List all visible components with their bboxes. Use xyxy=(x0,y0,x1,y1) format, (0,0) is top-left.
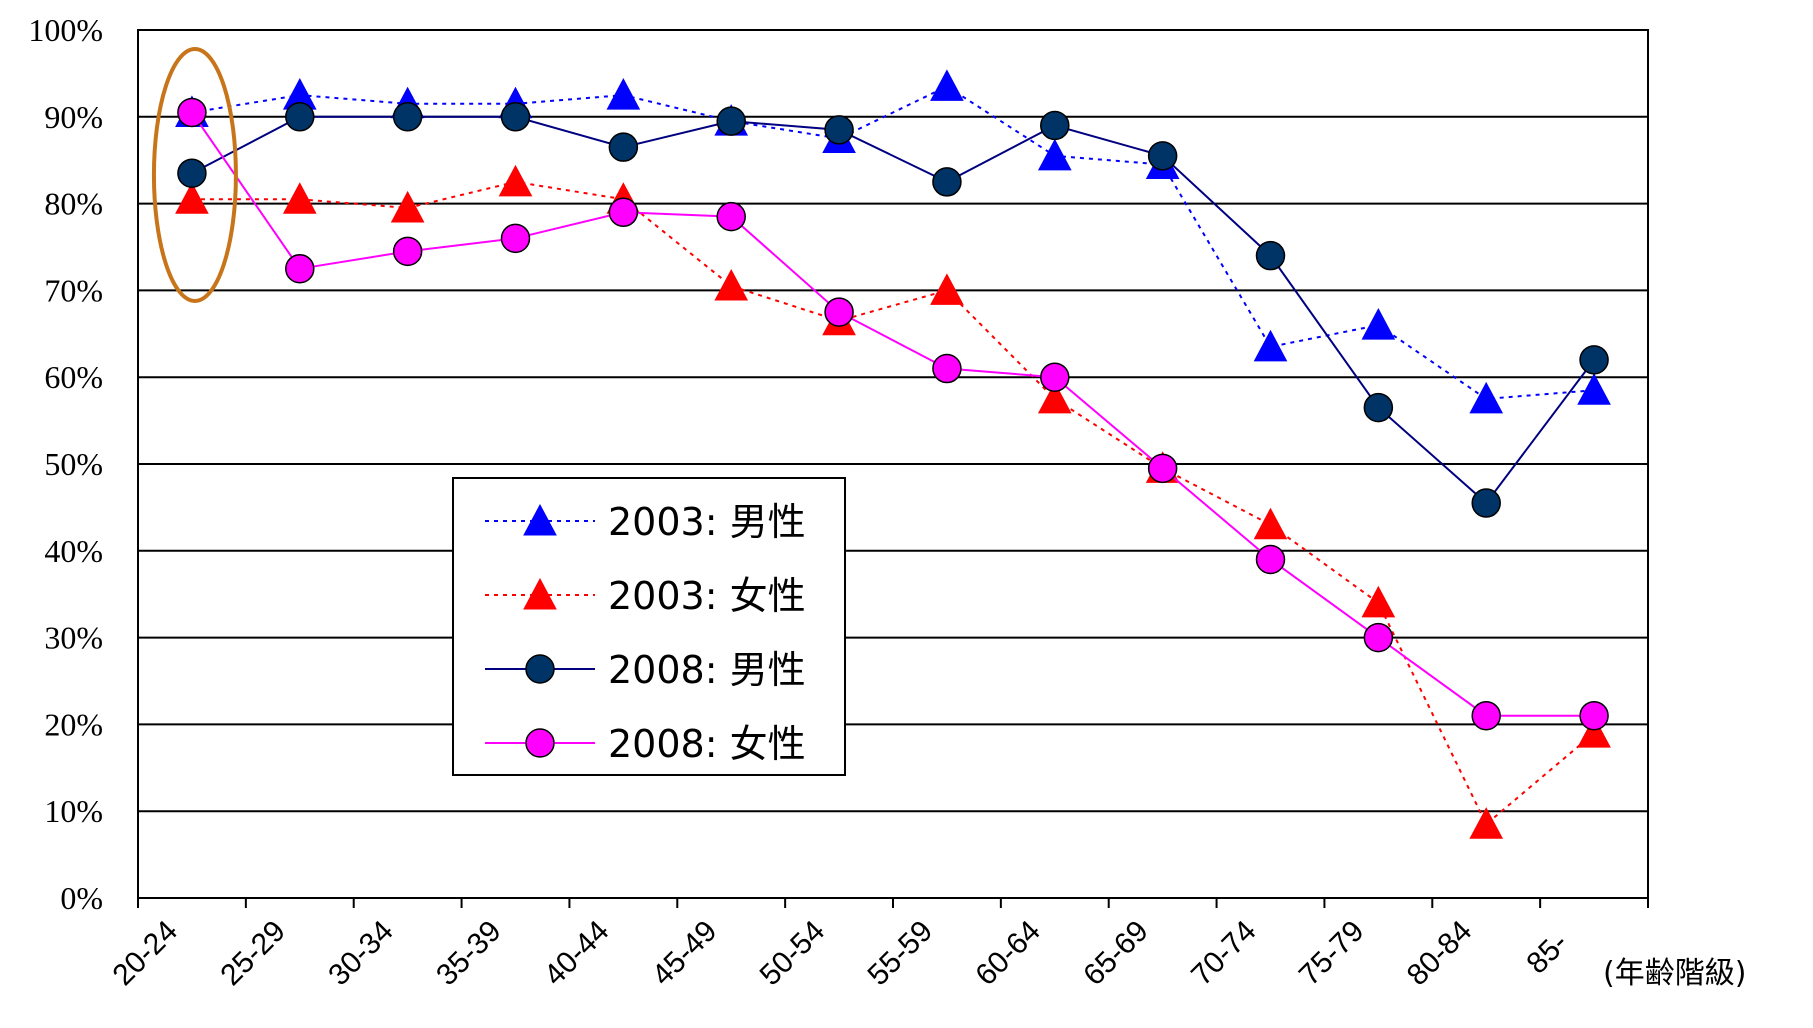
x-tick-label: 80-84 xyxy=(1401,914,1479,992)
data-point xyxy=(285,253,315,284)
data-point xyxy=(1040,362,1070,392)
x-tick-label: 20-24 xyxy=(106,914,184,992)
data-point xyxy=(390,190,425,223)
data-point xyxy=(716,201,746,232)
data-point xyxy=(930,273,964,305)
y-tick-label: 50% xyxy=(44,446,103,482)
x-tick-label: 55-59 xyxy=(861,914,939,992)
data-point xyxy=(932,353,962,384)
x-axis-label: (年齢階級) xyxy=(1603,956,1746,991)
data-point xyxy=(1579,700,1609,731)
series-1 xyxy=(175,69,1611,414)
x-tick-label: 45-49 xyxy=(646,914,724,992)
series-2 xyxy=(175,164,1611,839)
data-point xyxy=(1253,329,1288,362)
data-point xyxy=(824,115,854,145)
data-point xyxy=(1469,381,1504,414)
data-point xyxy=(1255,240,1286,271)
highlight-ellipse xyxy=(151,47,238,303)
data-point xyxy=(392,102,423,132)
series-line xyxy=(191,180,1595,826)
legend-label: 2008: 男性 xyxy=(608,648,806,692)
series-layer xyxy=(175,69,1611,839)
y-tick-label: 90% xyxy=(44,99,103,135)
data-point xyxy=(1363,392,1394,423)
data-point xyxy=(1147,453,1178,484)
data-point xyxy=(1579,345,1609,375)
series-line xyxy=(191,111,1595,717)
series-line xyxy=(191,85,1595,400)
data-point xyxy=(285,102,315,132)
data-point xyxy=(392,236,423,267)
data-point xyxy=(1253,507,1288,540)
data-point xyxy=(824,297,854,327)
data-point xyxy=(177,97,207,128)
x-tick-label: 65-69 xyxy=(1077,914,1155,992)
y-tick-label: 70% xyxy=(44,272,103,308)
series-4 xyxy=(177,97,1609,731)
data-point xyxy=(1577,373,1611,405)
y-tick-label: 20% xyxy=(44,706,103,742)
y-tick-label: 80% xyxy=(44,186,103,222)
y-tick-label: 40% xyxy=(44,533,103,569)
legend-marker xyxy=(525,654,555,684)
x-tick-label: 85- xyxy=(1520,926,1574,980)
data-point xyxy=(1577,716,1611,748)
data-point xyxy=(177,158,207,188)
series-line xyxy=(191,115,1595,505)
x-tick-label: 30-34 xyxy=(322,914,400,992)
y-tick-label: 100% xyxy=(28,12,103,48)
x-tick-label: 70-74 xyxy=(1185,914,1263,992)
data-point xyxy=(1037,381,1072,414)
data-point xyxy=(1040,110,1070,141)
legend-marker xyxy=(525,728,555,758)
x-tick-label: 35-39 xyxy=(430,914,508,992)
data-point xyxy=(608,132,639,162)
data-point xyxy=(1255,544,1286,575)
y-axis-ticks: 0% 10% 20% 30% 40% 50% 60% 70% 80% 90% 100% xyxy=(28,12,103,916)
data-point xyxy=(498,164,533,197)
x-tick-label: 60-64 xyxy=(969,914,1047,992)
legend-marker xyxy=(523,577,557,610)
data-point xyxy=(930,69,964,101)
x-tick-label: 50-54 xyxy=(754,914,832,992)
data-point xyxy=(1361,585,1396,618)
series-3 xyxy=(177,102,1609,518)
y-tick-label: 30% xyxy=(44,620,103,656)
data-point xyxy=(175,182,209,214)
y-tick-label: 0% xyxy=(60,880,103,916)
data-point xyxy=(608,197,639,228)
data-point xyxy=(500,102,531,132)
x-tick-label: 40-44 xyxy=(538,914,616,992)
data-point xyxy=(1469,807,1504,839)
annotation-layer xyxy=(151,47,238,303)
legend-marker xyxy=(523,503,557,536)
data-point xyxy=(932,167,962,197)
x-tick-label: 25-29 xyxy=(214,914,292,992)
data-point xyxy=(1361,308,1396,340)
data-point xyxy=(606,78,641,110)
x-tick-label: 75-79 xyxy=(1293,914,1371,992)
legend-box xyxy=(452,477,846,776)
legend-label: 2003: 女性 xyxy=(608,574,806,618)
data-point xyxy=(282,182,317,214)
data-point xyxy=(1147,141,1178,171)
legend: 2003: 男性 2003: 女性 2008: 男性 2008: 女性 xyxy=(452,477,846,776)
x-axis-ticks: 20-24 25-29 30-34 35-39 40-44 45-49 50-54 55-59… xyxy=(106,898,1649,992)
gridlines xyxy=(137,29,1649,899)
data-point xyxy=(1471,488,1501,518)
data-point xyxy=(1037,138,1072,171)
y-tick-label: 60% xyxy=(44,359,103,395)
data-point xyxy=(714,268,749,301)
legend-label: 2008: 女性 xyxy=(608,722,806,766)
y-tick-label: 10% xyxy=(44,793,103,829)
data-point xyxy=(500,223,531,254)
data-point xyxy=(716,106,746,136)
data-point xyxy=(1363,622,1394,653)
data-point xyxy=(1471,700,1501,731)
legend-label: 2003: 男性 xyxy=(608,500,806,544)
